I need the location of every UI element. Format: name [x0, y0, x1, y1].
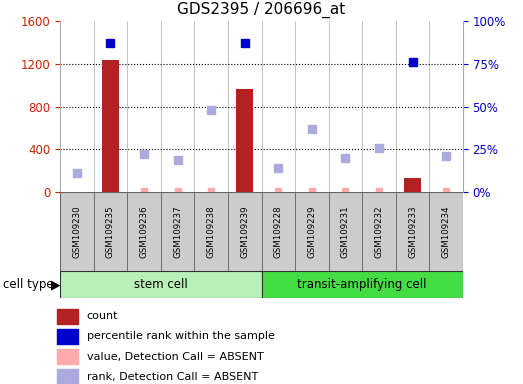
Text: rank, Detection Call = ABSENT: rank, Detection Call = ABSENT [87, 372, 258, 382]
Text: GSM109233: GSM109233 [408, 205, 417, 258]
Text: cell type: cell type [3, 278, 53, 291]
Text: GSM109231: GSM109231 [341, 205, 350, 258]
Bar [396, 192, 429, 271]
Bar [60, 192, 94, 271]
Bar [161, 192, 195, 271]
Bar [328, 192, 362, 271]
Text: value, Detection Call = ABSENT: value, Detection Call = ABSENT [87, 352, 264, 362]
Text: GSM109230: GSM109230 [72, 205, 82, 258]
Text: GSM109238: GSM109238 [207, 205, 215, 258]
Bar [57, 329, 77, 344]
Bar [57, 349, 77, 364]
Bar [236, 89, 253, 192]
Bar [429, 192, 463, 271]
Text: GSM109237: GSM109237 [173, 205, 182, 258]
Bar [262, 271, 463, 298]
Bar [228, 192, 262, 271]
Bar [60, 271, 262, 298]
Text: GSM109235: GSM109235 [106, 205, 115, 258]
Bar [195, 192, 228, 271]
Text: GSM109228: GSM109228 [274, 205, 283, 258]
Text: percentile rank within the sample: percentile rank within the sample [87, 331, 275, 341]
Bar [262, 192, 295, 271]
Title: GDS2395 / 206696_at: GDS2395 / 206696_at [177, 2, 346, 18]
Text: count: count [87, 311, 118, 321]
Bar [295, 192, 328, 271]
Bar [362, 192, 396, 271]
Text: transit-amplifying cell: transit-amplifying cell [298, 278, 427, 291]
Text: GSM109232: GSM109232 [374, 205, 383, 258]
Text: GSM109234: GSM109234 [441, 205, 451, 258]
Bar [57, 369, 77, 384]
Text: GSM109239: GSM109239 [240, 205, 249, 258]
Text: GSM109236: GSM109236 [140, 205, 149, 258]
Bar [127, 192, 161, 271]
Text: ▶: ▶ [51, 278, 61, 291]
Bar [102, 60, 119, 192]
Text: GSM109229: GSM109229 [308, 205, 316, 258]
Bar [94, 192, 127, 271]
Text: stem cell: stem cell [134, 278, 188, 291]
Bar [57, 309, 77, 323]
Bar [404, 178, 421, 192]
